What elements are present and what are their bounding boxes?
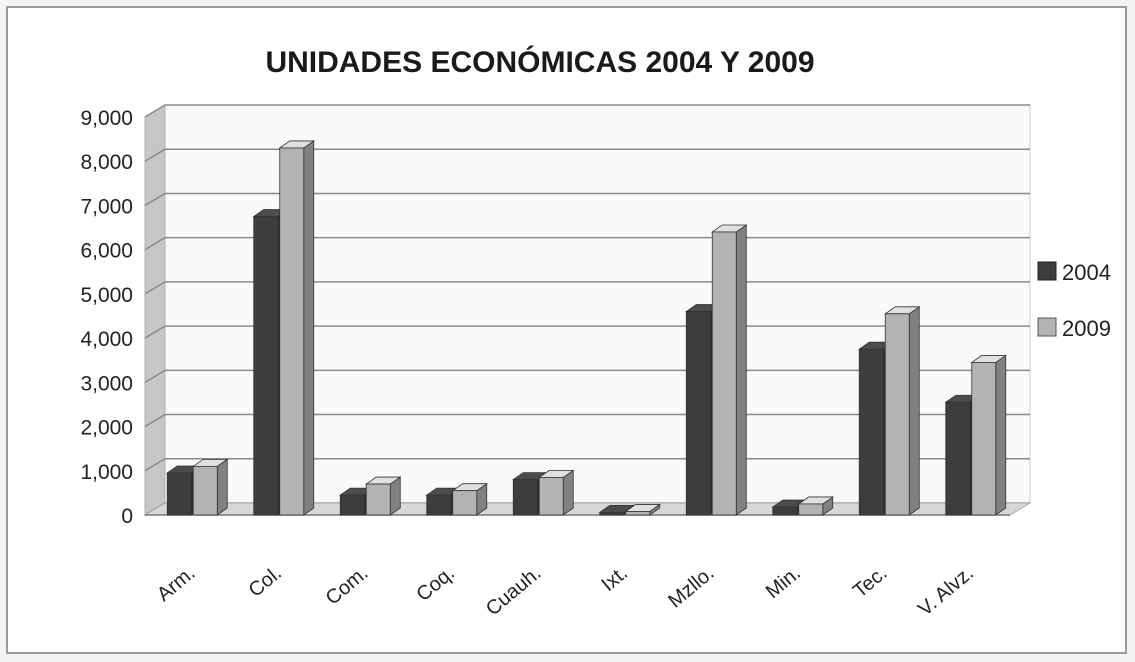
gridline bbox=[144, 148, 1030, 162]
gridline bbox=[144, 104, 1030, 118]
y-tick-label: 9,000 bbox=[80, 107, 133, 130]
legend-swatch-2004 bbox=[1037, 261, 1057, 281]
bar-2009-ixt bbox=[624, 503, 662, 516]
x-tick-label: Coq. bbox=[412, 562, 459, 606]
bar-2009-col bbox=[278, 140, 316, 516]
legend: 2004 2009 bbox=[1037, 260, 1111, 341]
bar-2009-tec bbox=[883, 306, 921, 516]
x-tick-label: Col. bbox=[245, 562, 286, 602]
legend-swatch-2009 bbox=[1037, 317, 1057, 337]
y-axis-ticks: 0 1,000 2,000 3,000 4,000 5,000 6,000 7,000 8,00… bbox=[80, 107, 133, 528]
x-tick-label: Mzllo. bbox=[664, 562, 718, 612]
bar-2009-min bbox=[797, 496, 835, 516]
x-tick-label: Com. bbox=[322, 562, 373, 610]
bar-2009-coq bbox=[451, 482, 489, 516]
bar-2009-arm bbox=[191, 458, 229, 516]
x-tick-label: V. Alvz. bbox=[914, 562, 978, 621]
legend-label-2004: 2004 bbox=[1062, 260, 1111, 285]
y-tick-label: 6,000 bbox=[80, 240, 133, 263]
bar-2009-com bbox=[364, 476, 402, 516]
chart-title: UNIDADES ECONÓMICAS 2004 Y 2009 bbox=[265, 45, 814, 79]
y-tick-label: 7,000 bbox=[80, 195, 133, 218]
x-tick-label: Min. bbox=[762, 562, 805, 603]
gridline bbox=[144, 192, 1030, 207]
bar-2009-valvz bbox=[970, 354, 1008, 516]
y-tick-label: 3,000 bbox=[80, 372, 133, 395]
y-tick-label: 8,000 bbox=[80, 151, 133, 174]
y-tick-label: 1,000 bbox=[80, 461, 133, 484]
bar-2009-cuauh bbox=[537, 469, 575, 516]
legend-label-2009: 2009 bbox=[1062, 316, 1111, 341]
bar-2009-mzllo bbox=[710, 224, 748, 516]
x-tick-label: Arm. bbox=[153, 562, 199, 606]
y-tick-label: 5,000 bbox=[80, 284, 133, 307]
x-axis-ticks: Arm. Col. Com. Coq. Cuauh. Ixt. Mzllo. Min. Tec.… bbox=[153, 562, 978, 621]
x-tick-label: Ixt. bbox=[597, 562, 632, 596]
y-tick-label: 4,000 bbox=[80, 328, 133, 351]
y-tick-label: 2,000 bbox=[80, 417, 133, 440]
x-tick-label: Tec. bbox=[849, 562, 891, 602]
side-wall bbox=[144, 104, 166, 516]
y-tick-label: 0 bbox=[121, 505, 133, 528]
x-tick-label: Cuauh. bbox=[482, 562, 546, 620]
bars bbox=[165, 140, 1008, 516]
